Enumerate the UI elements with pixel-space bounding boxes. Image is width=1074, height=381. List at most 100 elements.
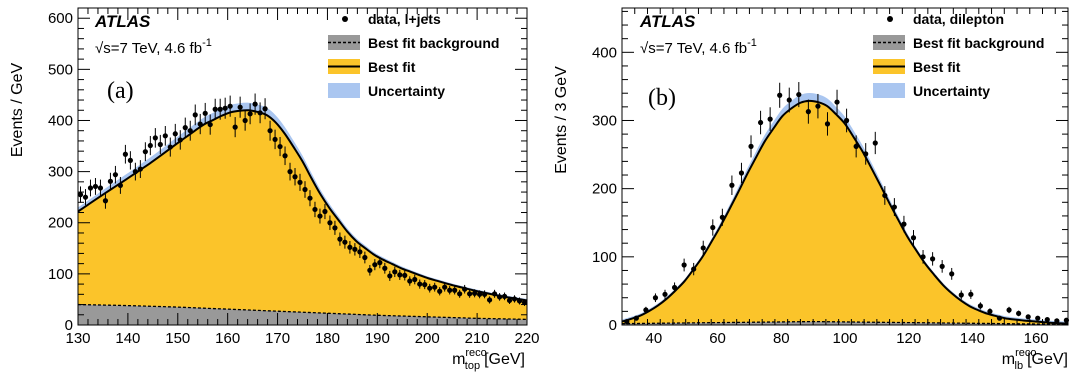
panel-a-data-point-74 (447, 287, 453, 293)
panel-b-data-point-33 (939, 263, 945, 269)
panel-a-legend-fit: Best fit (368, 59, 416, 75)
panel-a-data-point-23 (192, 112, 198, 118)
panel-a-data-point-43 (292, 174, 298, 180)
panel-b-data-point-29 (901, 221, 907, 227)
panel-b-data-point-11 (729, 182, 735, 188)
panel-a-x-tick-label-160: 160 (215, 330, 240, 347)
panel-b-data-point-3 (652, 295, 659, 301)
panel-a-background-area (78, 304, 527, 325)
panel-a-data-point-85 (501, 293, 508, 299)
panel-b-energy-lumi: √s=7 TeV, 4.6 fb-1 (640, 37, 757, 57)
panel-b-data-point-27 (882, 192, 888, 199)
panel-a-x-tick-label-150: 150 (165, 330, 190, 347)
panel-a-data-point-4 (97, 185, 104, 191)
panel-b-y-tick-label-300: 300 (592, 112, 617, 129)
panel-a-data-point-13 (142, 149, 148, 155)
panel-a-data-point-83 (491, 291, 498, 297)
panel-a-experiment-label: ATLAS (94, 12, 151, 31)
panel-b-data-point-25 (863, 151, 869, 157)
panel-a-data-point-80 (477, 291, 483, 297)
panel-a-data-point-53 (342, 239, 348, 245)
panel-a-data-point-31 (232, 124, 238, 130)
panel-b-data-point-35 (958, 292, 964, 298)
panel-b-panel-label: (b) (648, 85, 676, 111)
panel-a-data-point-86 (506, 297, 513, 304)
panel-a-data-point-29 (222, 105, 228, 111)
panel-a-data-point-77 (462, 286, 468, 292)
panel-a-legend-data: data, l+jets (368, 11, 441, 27)
panel-a-data-point-3 (92, 183, 99, 190)
panel-b-data-point-2 (643, 307, 649, 313)
panel-a-data-point-49 (322, 208, 328, 215)
panel-a-x-tick-label-210: 210 (465, 330, 490, 347)
panel-a-data-point-63 (392, 269, 398, 275)
panel-a-data-point-66 (407, 278, 413, 284)
panel-a-data-point-32 (237, 104, 243, 110)
panel-b-x-tick-label-100: 100 (832, 330, 857, 347)
panel-a-frame (77, 7, 528, 326)
panel-b-data-point-8 (700, 245, 706, 251)
panel-a-fit-line (77, 109, 528, 302)
panel-b-data-point-22 (834, 99, 840, 105)
panel-a-data-point-71 (432, 284, 438, 290)
panel-a-data-point-16 (157, 141, 163, 148)
panel-b-experiment-label: ATLAS (639, 12, 696, 31)
panel-a-data-point-0 (77, 192, 84, 198)
panel-b-data-point-28 (891, 204, 897, 210)
panel-b-x-tick-label-40: 40 (646, 330, 663, 347)
panel-b-data-point-31 (920, 254, 926, 260)
panel-b-y-tick-label-100: 100 (592, 249, 617, 266)
panel-b-data-point-9 (710, 224, 716, 231)
panel-b-data-point-14 (757, 119, 764, 126)
panel-a-data-point-18 (167, 144, 173, 150)
panel-a-data-point-44 (297, 179, 303, 185)
panel-a-panel-label: (a) (107, 78, 134, 104)
panel-a-data-point-2 (87, 185, 94, 191)
panel-b-legend-data-marker (887, 16, 893, 22)
panel-a-data-point-69 (422, 282, 428, 288)
panel-a: 130 140 150 160 170 180 190 200 210 220 0 100 200 300… (9, 7, 540, 372)
panel-a-data-point-21 (182, 125, 188, 131)
panel-b-data-point-10 (719, 214, 725, 220)
panel-a-data-point-30 (227, 103, 233, 109)
panel-a-data-point-35 (252, 101, 258, 107)
panel-b-data-point-26 (872, 140, 878, 146)
panel-a-data-point-57 (362, 254, 368, 261)
panel-a-x-tick-label-180: 180 (315, 330, 340, 347)
panel-a-data-point-7 (112, 172, 119, 178)
panel-b-x-tick-label-60: 60 (709, 330, 726, 347)
panel-a-data-point-56 (357, 249, 363, 255)
panel-a-data-point-79 (472, 290, 478, 296)
panel-a-x-tick-label-220: 220 (514, 330, 539, 347)
panel-a-data-point-89 (521, 299, 528, 306)
panel-b-frame (621, 7, 1069, 326)
panel-a-data-point-51 (332, 225, 338, 231)
panel-a-data-point-72 (437, 288, 443, 294)
panel-a-x-axis-label: mreco top [GeV] (452, 347, 525, 372)
panel-a-data-point-9 (122, 151, 128, 157)
panel-b-data-point-43 (1035, 315, 1041, 321)
panel-b-x-tick-label-140: 140 (960, 330, 985, 347)
panel-b-data-point-19 (805, 109, 811, 115)
panel-a-data-point-87 (511, 296, 518, 302)
panel-b-data-point-15 (767, 116, 773, 122)
panel-b-legend-uncertainty: Uncertainty (913, 83, 990, 99)
panel-a-x-tick-label-170: 170 (265, 330, 290, 347)
panel-a-data-point-15 (152, 135, 158, 141)
panel-b-data-point-6 (681, 262, 687, 268)
panel-b-data-point-4 (662, 291, 668, 297)
panel-a-data-point-73 (442, 284, 448, 290)
panel-a-data-point-75 (452, 287, 458, 293)
panel-a-data-point-52 (337, 236, 343, 242)
panel-b-data-point-40 (1006, 307, 1012, 313)
panel-a-data-point-20 (177, 137, 183, 143)
panel-b-legend-background: Best fit background (913, 35, 1044, 51)
panel-a-data-point-10 (127, 157, 133, 163)
panel-a-data-point-37 (262, 106, 268, 112)
panel-b-legend-uncertainty-swatch (873, 83, 905, 98)
panel-a-legend-data-marker (342, 16, 348, 22)
panel-b-data-point-17 (786, 97, 792, 103)
panel-b-x-tick-label-80: 80 (773, 330, 790, 347)
panel-a-data-point-78 (467, 291, 473, 297)
panel-b-x-tick-label-120: 120 (896, 330, 921, 347)
